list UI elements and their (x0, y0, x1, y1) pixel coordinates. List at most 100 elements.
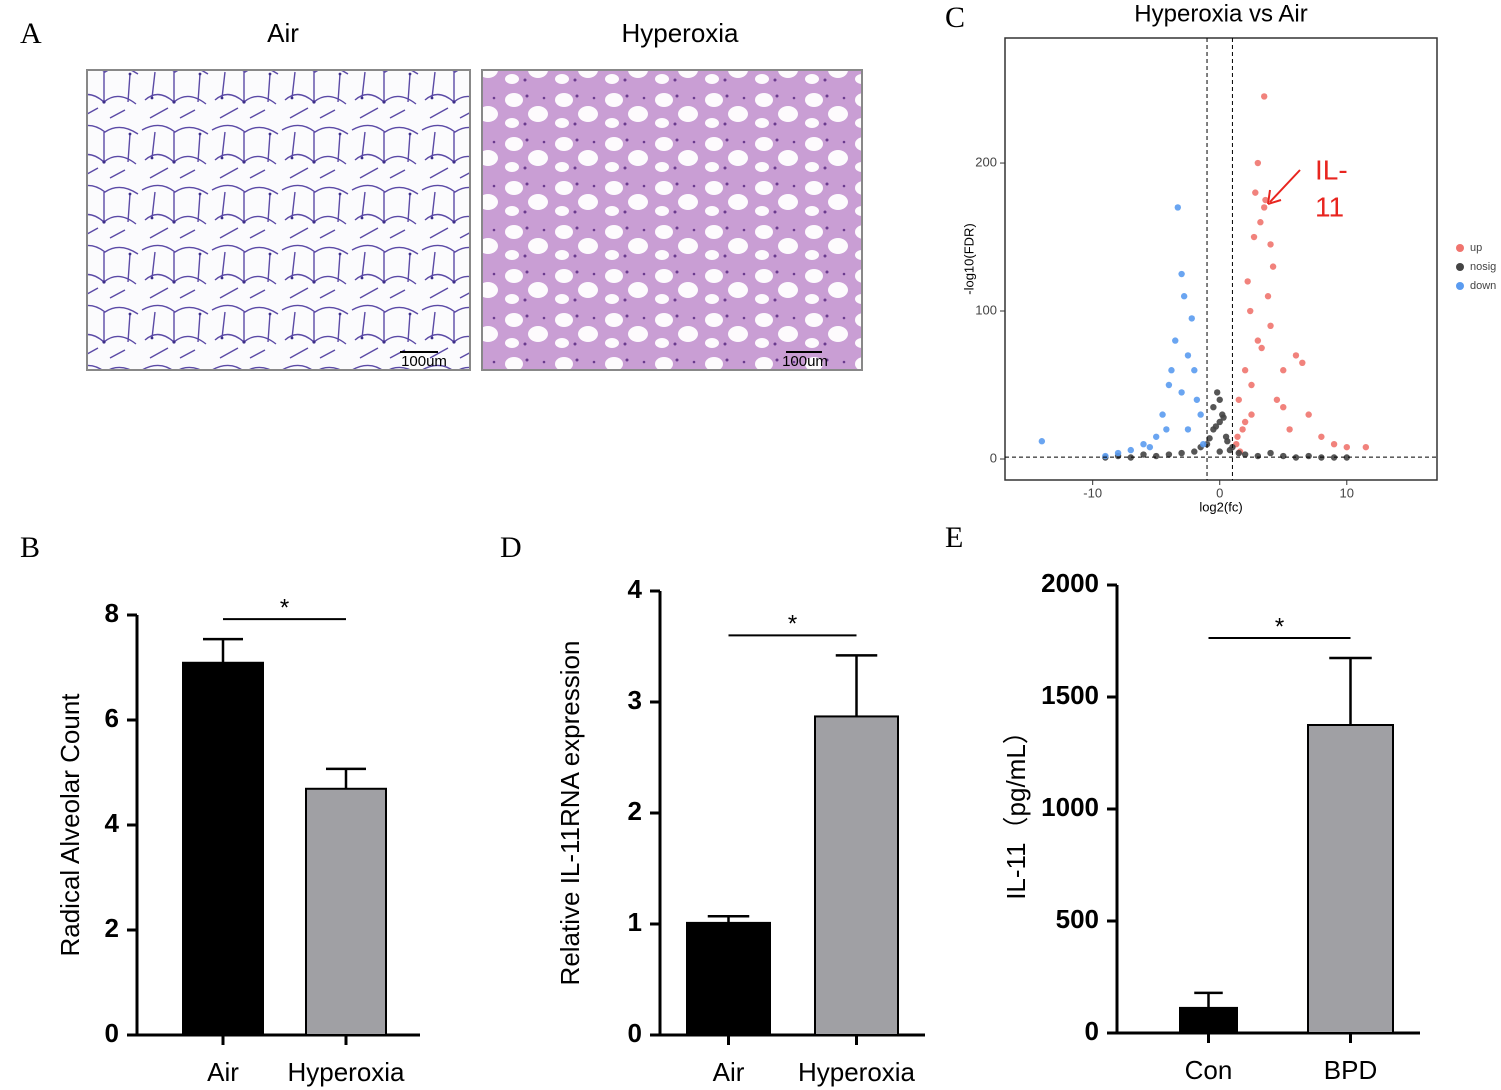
point (1213, 389, 1221, 396)
point (1184, 352, 1192, 359)
point (1241, 367, 1249, 374)
significance-label: * (280, 594, 289, 621)
point (1234, 433, 1241, 440)
point (1178, 449, 1185, 457)
point (1264, 293, 1272, 300)
point (1330, 440, 1338, 448)
point (1224, 438, 1231, 445)
point (1174, 204, 1182, 211)
point (1197, 411, 1204, 418)
point (1038, 438, 1046, 445)
scale-label: 100um (782, 353, 828, 370)
point (1318, 433, 1325, 440)
y-tick-label: 2 (628, 796, 642, 826)
point (1267, 449, 1274, 457)
point (1168, 367, 1175, 374)
point (1258, 344, 1265, 352)
point (1235, 396, 1242, 403)
x-tick-label: Air (713, 1057, 745, 1087)
legend-marker (1456, 263, 1464, 271)
point (1172, 337, 1179, 344)
image-title: Air (267, 18, 299, 48)
point (1299, 359, 1306, 367)
point (1267, 322, 1274, 330)
point (1127, 454, 1134, 461)
point (1269, 263, 1277, 270)
y-tick-label: 2000 (1041, 568, 1099, 598)
point (1280, 367, 1287, 374)
point (1188, 315, 1195, 322)
bar (182, 661, 264, 1037)
point (1267, 241, 1274, 248)
point (1248, 381, 1255, 389)
point (1241, 451, 1249, 458)
point (1261, 93, 1268, 100)
y-tick-label: 1 (628, 907, 642, 937)
point (1235, 449, 1242, 457)
point (1114, 449, 1122, 457)
annotation: 11 (1315, 191, 1344, 222)
histology-image (481, 69, 863, 371)
scale-label: 100um (401, 353, 447, 370)
point (1257, 219, 1264, 226)
y-axis-label: Relative IL-11RNA expression (555, 641, 585, 986)
point (1261, 204, 1268, 211)
y-tick-label: 0 (105, 1018, 119, 1048)
y-tick-label: 0 (628, 1018, 642, 1048)
point (1210, 403, 1217, 411)
error-bar (835, 654, 878, 717)
y-tick-label: 500 (1056, 904, 1099, 934)
point (1254, 452, 1262, 460)
annotation-arrow (1269, 169, 1301, 203)
point (1244, 278, 1251, 285)
point (1280, 403, 1287, 411)
bar (686, 921, 771, 1037)
point (1127, 446, 1134, 454)
legend-marker (1456, 244, 1464, 252)
point (1193, 396, 1201, 403)
panel-label: D (500, 531, 522, 564)
annotation-arrowhead (1267, 189, 1282, 205)
point (1153, 452, 1160, 460)
y-axis-label: IL-11（pg/mL） (1001, 718, 1031, 900)
point (1216, 448, 1223, 455)
panel-label: E (945, 521, 963, 554)
plot-frame (1004, 37, 1438, 481)
point (1305, 411, 1312, 418)
x-tick-label: 0 (1216, 485, 1223, 500)
point (1180, 293, 1188, 300)
image-title: Hyperoxia (621, 18, 739, 48)
point (1140, 451, 1147, 458)
point (1252, 189, 1259, 196)
y-tick-label: 8 (105, 598, 119, 628)
point (1102, 452, 1109, 460)
x-tick-label: Con (1185, 1055, 1233, 1085)
error-bar (326, 767, 366, 789)
point (1216, 418, 1223, 426)
legend-marker (1456, 282, 1464, 290)
y-axis-label: Radical Alveolar Count (55, 693, 85, 957)
bar (1179, 1006, 1238, 1034)
y-tick-label: 1500 (1041, 680, 1099, 710)
error-bar (1329, 656, 1372, 725)
point (1178, 389, 1185, 396)
point (1146, 443, 1154, 451)
point (1273, 396, 1281, 403)
point (1247, 307, 1254, 315)
point (1178, 270, 1185, 278)
error-bar (1194, 991, 1223, 1008)
error-bar (707, 914, 750, 923)
point (1219, 411, 1226, 418)
significance-label: * (1275, 613, 1284, 640)
point (1362, 443, 1370, 451)
annotation: IL- (1315, 154, 1348, 185)
y-tick-label: 200 (975, 154, 997, 169)
point (1280, 452, 1287, 460)
x-tick-label: Hyperoxia (287, 1057, 405, 1087)
point (1184, 426, 1192, 433)
point (1262, 196, 1269, 204)
x-tick-label: Air (207, 1057, 239, 1087)
panel-label: A (20, 17, 42, 50)
point (1140, 440, 1147, 448)
